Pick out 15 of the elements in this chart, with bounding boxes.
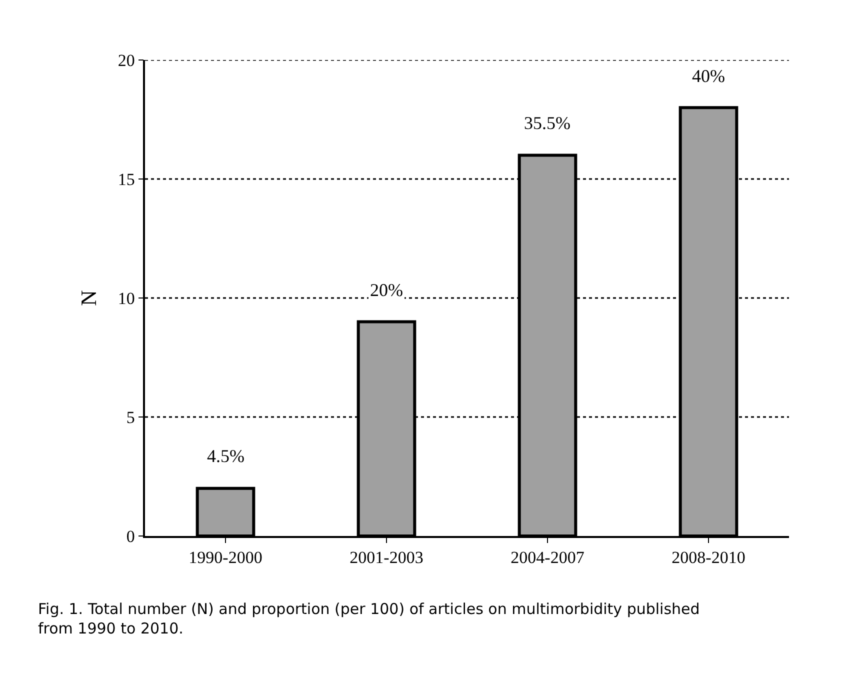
x-tick-label: 2004-2007 bbox=[510, 548, 585, 568]
y-tick-label: 20 bbox=[118, 50, 135, 70]
y-tick-label: 5 bbox=[126, 408, 135, 427]
annotation: 40% bbox=[692, 66, 725, 86]
caption: Fig. 1. Total number (N) and proportion (per 100) of articles on multimorbidity published from 1990 to 2010. bbox=[38, 600, 700, 638]
x-tick-label: 1990-2000 bbox=[188, 548, 262, 568]
annotation: 4.5% bbox=[207, 446, 244, 466]
y-tick-label: 0 bbox=[126, 526, 135, 546]
x-tick-label: 2001-2003 bbox=[350, 548, 424, 568]
y-tick-label: 10 bbox=[118, 288, 135, 308]
annotation: 20% bbox=[370, 280, 403, 300]
x-tick-label: 2008-2010 bbox=[672, 548, 746, 568]
y-tick-label: 15 bbox=[118, 170, 135, 189]
annotation: 35.5% bbox=[524, 113, 570, 133]
y-axis-title: N bbox=[76, 290, 102, 306]
